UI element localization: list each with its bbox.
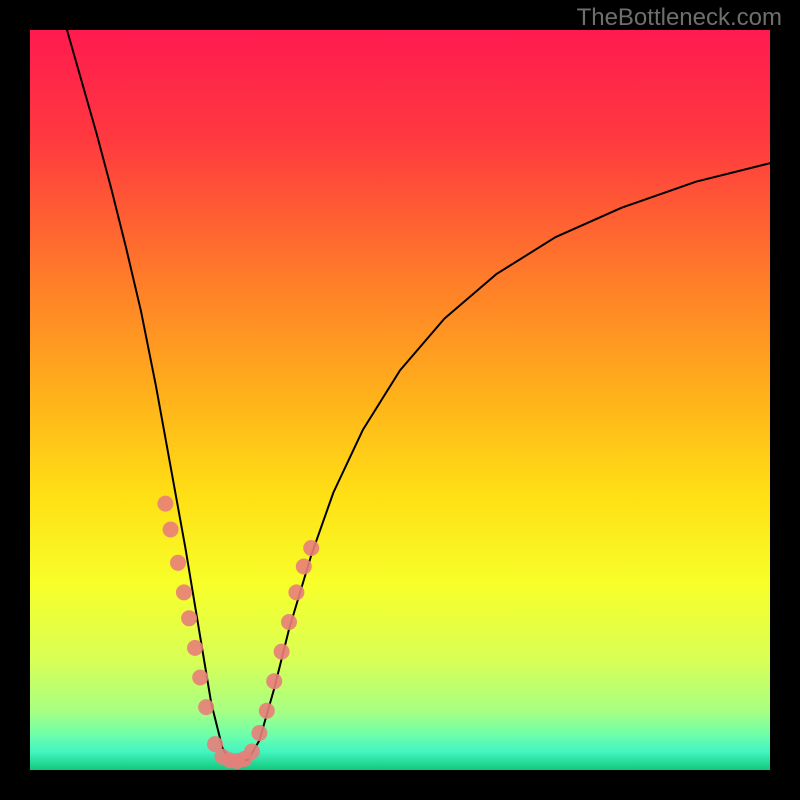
data-marker: [163, 522, 179, 538]
data-marker: [288, 584, 304, 600]
chart-root: TheBottleneck.com: [0, 0, 800, 800]
data-marker: [170, 555, 186, 571]
data-marker: [303, 540, 319, 556]
data-marker: [274, 644, 290, 660]
data-marker: [181, 610, 197, 626]
data-marker: [198, 699, 214, 715]
plot-background-gradient: [30, 30, 770, 770]
data-marker: [259, 703, 275, 719]
data-marker: [157, 496, 173, 512]
data-marker: [251, 725, 267, 741]
watermark-text: TheBottleneck.com: [577, 4, 782, 32]
data-marker: [281, 614, 297, 630]
chart-svg: [0, 0, 800, 800]
data-marker: [296, 559, 312, 575]
data-marker: [192, 670, 208, 686]
data-marker: [176, 584, 192, 600]
data-marker: [187, 640, 203, 656]
data-marker: [266, 673, 282, 689]
data-marker: [244, 744, 260, 760]
